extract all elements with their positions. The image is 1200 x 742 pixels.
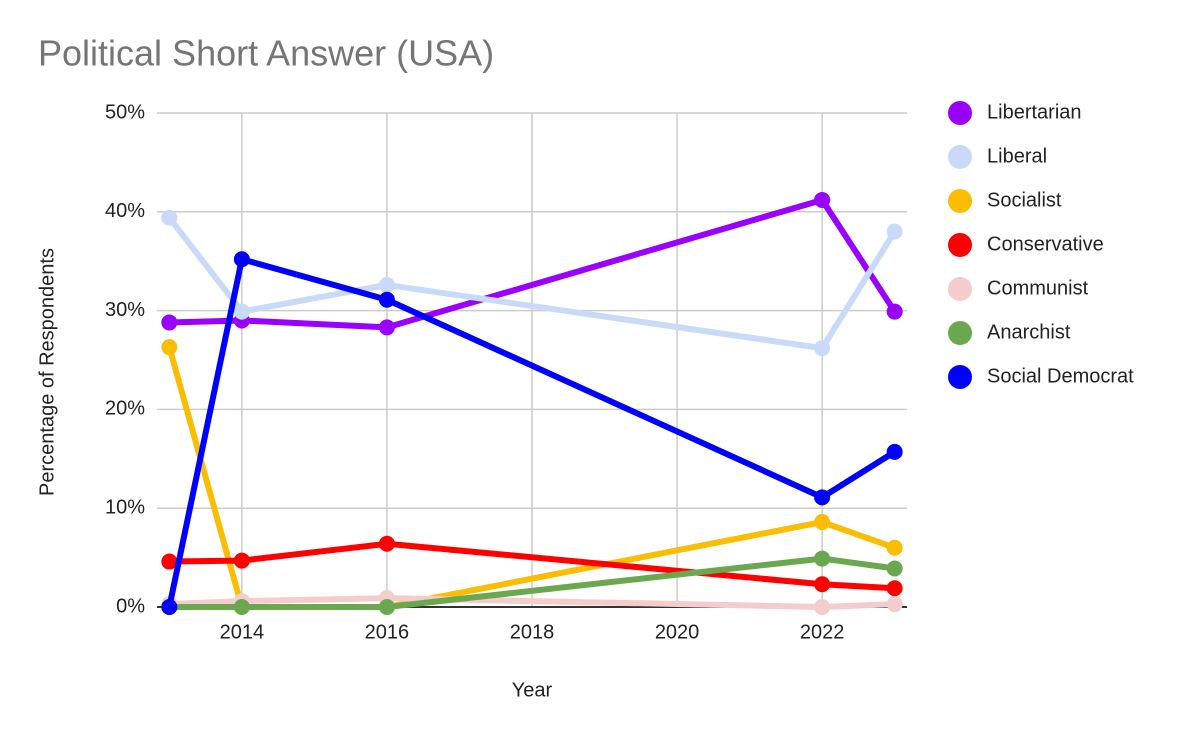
y-axis-label: Percentage of Respondents [36, 248, 58, 496]
legend-label: Communist [987, 277, 1089, 299]
x-tick-label: 2018 [510, 621, 555, 643]
data-point [886, 596, 903, 613]
y-tick-label: 20% [105, 398, 145, 420]
x-tick-label: 2022 [800, 621, 845, 643]
data-point [814, 514, 831, 531]
legend-label: Social Democrat [987, 365, 1134, 387]
legend-swatch [948, 365, 972, 389]
legend-label: Socialist [987, 189, 1062, 211]
y-tick-label: 10% [105, 496, 145, 518]
data-point [886, 443, 903, 460]
data-point [161, 339, 178, 356]
legend-swatch [948, 277, 972, 301]
y-tick-label: 30% [105, 299, 145, 321]
y-tick-label: 40% [105, 200, 145, 222]
x-tick-label: 2016 [365, 621, 410, 643]
data-point [886, 539, 903, 556]
data-point [814, 599, 831, 615]
y-tick-label: 0% [116, 595, 145, 617]
data-point [378, 319, 395, 336]
legend-label: Libertarian [987, 101, 1082, 123]
data-point [378, 291, 395, 308]
data-point [814, 550, 831, 567]
x-axis-label: Year [512, 679, 553, 701]
data-point [814, 576, 831, 593]
legend-label: Liberal [987, 145, 1047, 167]
y-tick-label: 50% [105, 101, 145, 123]
legend-swatch [948, 321, 972, 345]
legend-swatch [948, 189, 972, 213]
data-point [886, 580, 903, 597]
legend-label: Conservative [987, 233, 1104, 255]
data-point [378, 276, 395, 293]
data-point [886, 303, 903, 320]
data-point [233, 251, 250, 268]
data-point [886, 560, 903, 577]
data-point [233, 599, 250, 615]
data-point [378, 535, 395, 552]
data-point [886, 223, 903, 240]
data-point [814, 340, 831, 357]
legend-swatch [948, 233, 972, 257]
chart-title: Political Short Answer (USA) [38, 33, 494, 74]
legend-swatch [948, 145, 972, 169]
data-point [161, 553, 178, 570]
data-point [161, 209, 178, 226]
data-point [161, 599, 178, 615]
x-tick-label: 2014 [220, 621, 265, 643]
x-tick-label: 2020 [655, 621, 700, 643]
data-point [233, 303, 250, 320]
legend-label: Anarchist [987, 321, 1071, 343]
data-point [814, 489, 831, 506]
legend-swatch [948, 101, 972, 125]
data-point [161, 314, 178, 331]
data-point [378, 599, 395, 615]
data-point [233, 552, 250, 569]
data-point [814, 191, 831, 208]
